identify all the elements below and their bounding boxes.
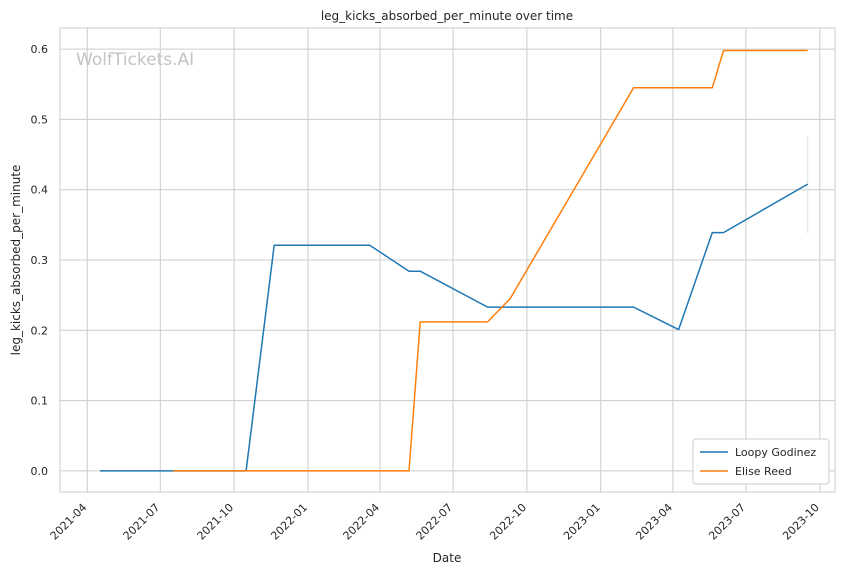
y-tick-label: 0.6 xyxy=(31,43,49,56)
y-tick-label: 0.4 xyxy=(31,184,49,197)
y-axis-label: leg_kicks_absorbed_per_minute xyxy=(9,165,23,356)
legend-label: Elise Reed xyxy=(735,465,792,478)
y-tick-label: 0.2 xyxy=(31,324,49,337)
y-axis: 0.0 0.1 0.2 0.3 0.4 0.5 0.6 xyxy=(31,43,49,478)
series-line xyxy=(100,183,809,472)
series-line xyxy=(173,49,808,472)
y-tick-label: 0.0 xyxy=(31,465,49,478)
watermark-text: WolfTickets.AI xyxy=(76,50,194,70)
plot-frame xyxy=(59,27,836,493)
legend: Loopy Godinez Elise Reed xyxy=(692,438,830,485)
chart-title: leg_kicks_absorbed_per_minute over time xyxy=(321,9,573,23)
x-axis-label: Date xyxy=(433,551,462,565)
legend-box xyxy=(692,438,830,485)
y-tick-label: 0.5 xyxy=(31,113,49,126)
series-group xyxy=(100,49,809,472)
legend-label: Loopy Godinez xyxy=(735,446,816,459)
grid-lines xyxy=(60,28,835,492)
y-tick-label: 0.1 xyxy=(31,395,49,408)
y-tick-label: 0.3 xyxy=(31,254,49,267)
